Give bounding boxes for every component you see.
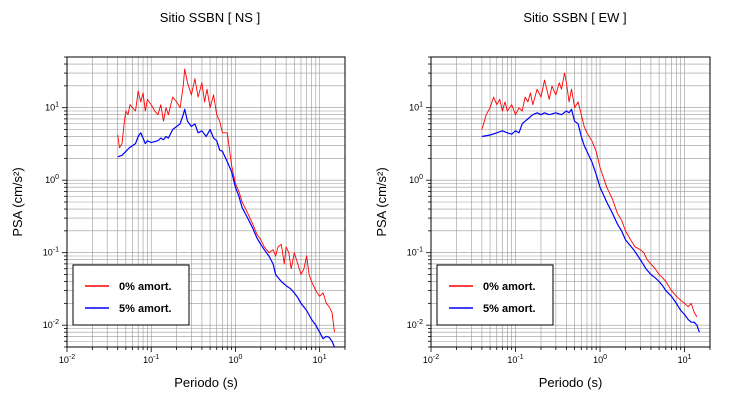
x-axis-label: Periodo (s) [539, 375, 603, 390]
y-axis-label: PSA (cm/s²) [374, 167, 389, 236]
x-tick-label: 101 [678, 354, 692, 365]
series-line-damping-0 [117, 68, 335, 333]
chart-panel-ns: Sitio SSBN [ NS ] 10-2 10-1 100 101 10-2 10-1 1… [10, 10, 346, 390]
series-line-damping-5 [481, 108, 700, 333]
y-tick-label: 10-2 [407, 319, 423, 330]
y-tick-label: 10-1 [43, 247, 59, 258]
x-tick-label: 10-1 [143, 354, 159, 365]
series-line-damping-5 [117, 108, 336, 347]
legend-label: 5% amort. [119, 303, 172, 315]
x-tick-label: 10-1 [507, 354, 523, 365]
y-tick-label: 10-2 [43, 319, 59, 330]
y-tick-label: 101 [45, 102, 59, 113]
y-tick-label: 100 [409, 174, 423, 185]
y-axis-label: PSA (cm/s²) [10, 167, 25, 236]
legend-box [72, 264, 190, 326]
x-tick-label: 10-2 [59, 354, 75, 365]
y-tick-label: 100 [45, 174, 59, 185]
legend: 0% amort. 5% amort. [436, 264, 554, 326]
legend-label: 0% amort. [119, 281, 172, 293]
x-tick-label: 100 [228, 354, 242, 365]
y-tick-label: 10-1 [407, 247, 423, 258]
x-tick-label: 10-2 [423, 354, 439, 365]
legend-label: 0% amort. [483, 281, 536, 293]
x-axis-label: Periodo (s) [174, 375, 238, 390]
chart-title: Sitio SSBN [ NS ] [160, 10, 260, 25]
legend-label: 5% amort. [483, 303, 536, 315]
y-tick-label: 101 [409, 102, 423, 113]
series-line-damping-0 [481, 72, 698, 318]
legend-box [436, 264, 554, 326]
series-group [481, 72, 700, 333]
x-tick-label: 101 [313, 354, 327, 365]
x-tick-label: 100 [593, 354, 607, 365]
chart-panel-ew: Sitio SSBN [ EW ] 10-2 10-1 100 101 10-2 10-1 1… [374, 10, 711, 390]
chart-title: Sitio SSBN [ EW ] [523, 10, 626, 25]
legend: 0% amort. 5% amort. [72, 264, 190, 326]
series-group [117, 68, 336, 347]
